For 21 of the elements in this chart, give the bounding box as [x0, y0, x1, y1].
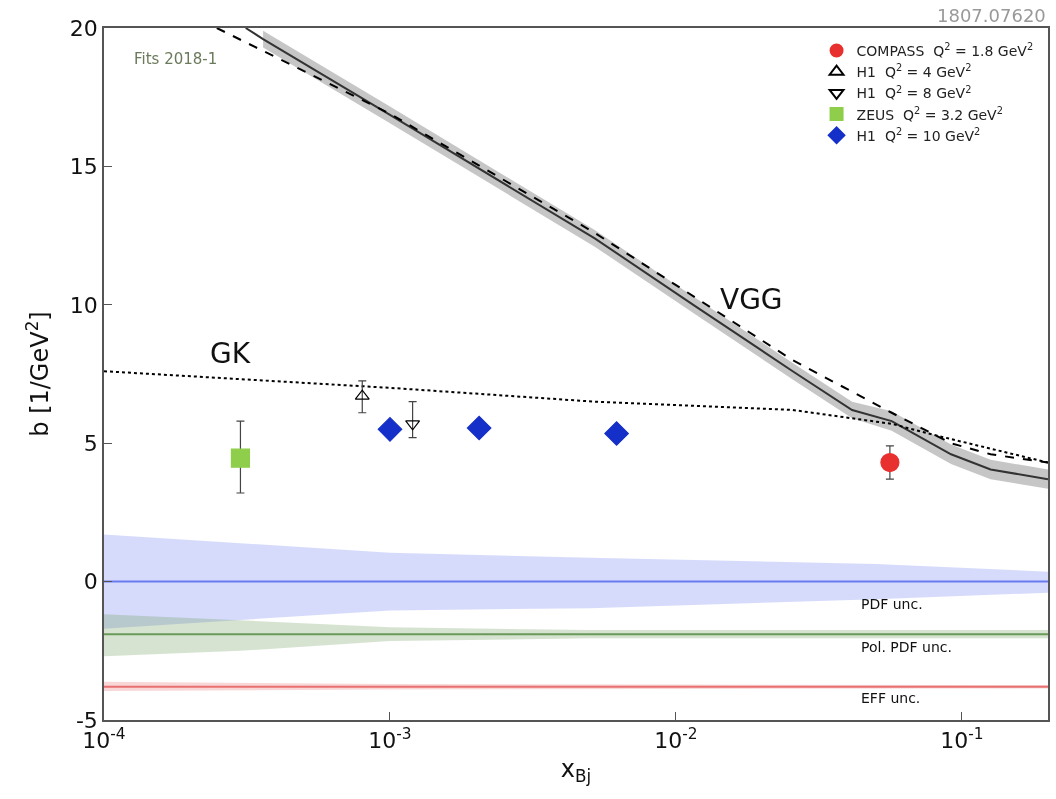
x-tick-label: 10$^{-1}$	[940, 724, 984, 754]
legend-label: H1 Q$^{2}$ = 10 GeV$^{2}$	[856, 125, 981, 144]
legend-label: H1 Q$^{2}$ = 4 GeV$^{2}$	[856, 62, 972, 81]
annotation: VGG	[720, 283, 783, 316]
y-tick-label: 20	[69, 15, 98, 41]
legend-label: H1 Q$^{2}$ = 8 GeV$^{2}$	[856, 83, 972, 102]
x-tick-label: 10$^{-3}$	[368, 724, 412, 754]
legend-label: ZEUS Q$^{2}$ = 3.2 GeV$^{2}$	[856, 104, 1003, 123]
y-tick-label: 10	[69, 292, 98, 318]
y-tick-label: 15	[69, 154, 98, 180]
annotation: Pol. PDF unc.	[861, 639, 952, 655]
y-tick-label: 0	[83, 569, 98, 595]
annotation: PDF unc.	[861, 596, 923, 612]
x-axis-title: x$_{Bj}$	[560, 754, 592, 786]
annotation: GK	[210, 337, 251, 370]
legend-label: COMPASS Q$^{2}$ = 1.8 GeV$^{2}$	[856, 41, 1034, 59]
text: 1807.07620	[937, 5, 1046, 26]
annotation: EFF unc.	[861, 690, 921, 706]
annotation: Fits 2018-1	[134, 50, 218, 68]
y-tick-label: 5	[83, 430, 98, 456]
x-tick-label: 10$^{-2}$	[654, 724, 698, 754]
